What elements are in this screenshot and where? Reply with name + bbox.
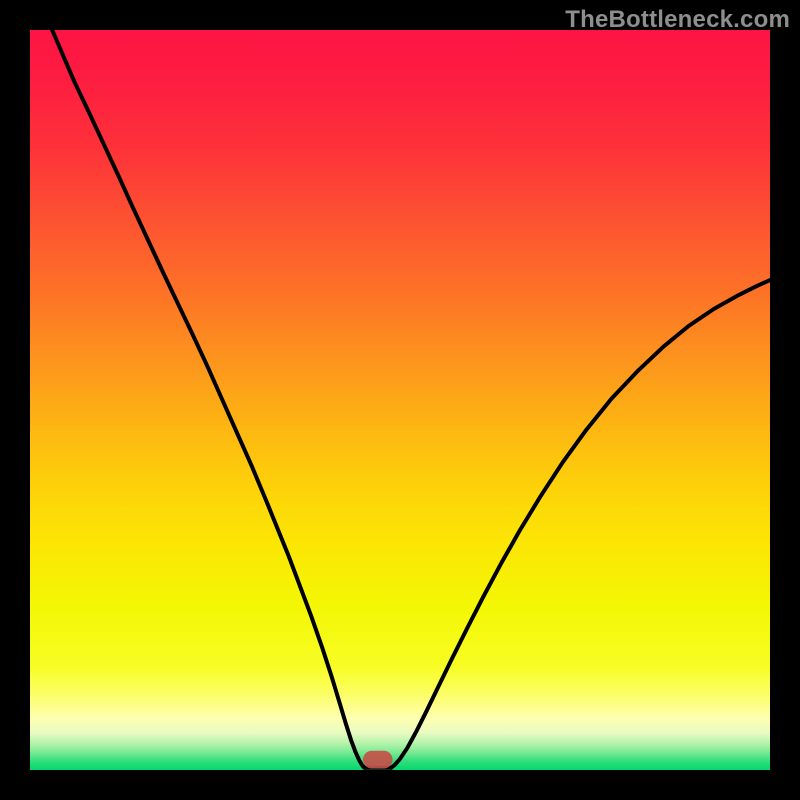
gradient-background xyxy=(30,30,770,770)
chart-svg xyxy=(30,30,770,770)
chart-area xyxy=(30,30,770,770)
outer-frame: TheBottleneck.com xyxy=(0,0,800,800)
marker-layer xyxy=(363,751,393,769)
min-marker xyxy=(363,751,393,769)
